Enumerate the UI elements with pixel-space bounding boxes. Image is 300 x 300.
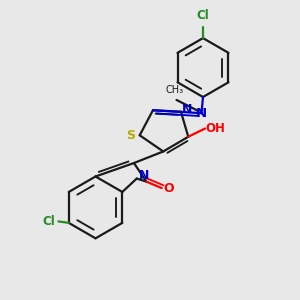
Text: S: S	[126, 129, 135, 142]
Text: N: N	[182, 103, 193, 116]
Text: Cl: Cl	[43, 215, 56, 228]
Text: OH: OH	[206, 122, 226, 135]
Text: Cl: Cl	[196, 9, 209, 22]
Text: N: N	[195, 107, 206, 120]
Text: O: O	[163, 182, 173, 195]
Text: CH₃: CH₃	[166, 85, 184, 94]
Text: N: N	[139, 169, 149, 182]
